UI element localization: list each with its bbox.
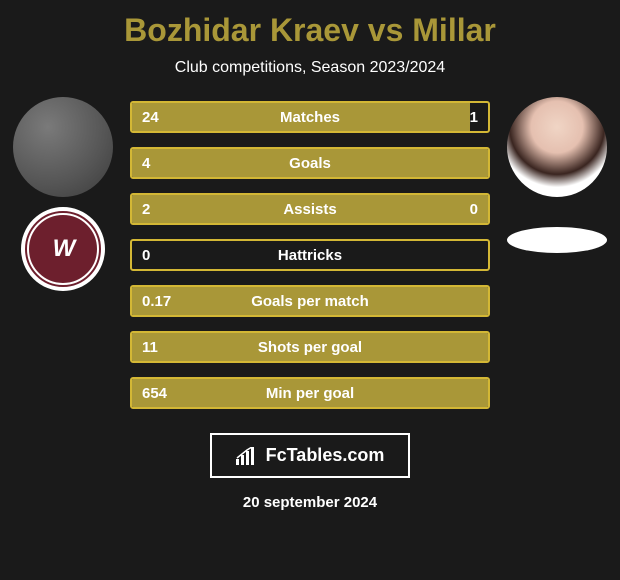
brand-box[interactable]: FcTables.com	[210, 433, 411, 478]
stat-row-goals: 4 Goals	[130, 147, 490, 179]
stats-column: 24 Matches 1 4 Goals 2 Assists 0 0 Hattr…	[130, 97, 490, 409]
brand-name: FcTables.com	[266, 445, 385, 466]
stat-row-goals-per-match: 0.17 Goals per match	[130, 285, 490, 317]
player-right-club-placeholder	[507, 227, 607, 253]
stat-row-matches: 24 Matches 1	[130, 101, 490, 133]
page-subtitle: Club competitions, Season 2023/2024	[175, 59, 445, 77]
player-left-club-badge: W	[21, 207, 105, 291]
player-left-column: W	[8, 97, 118, 409]
player-right-avatar	[507, 97, 607, 197]
player-left-avatar	[13, 97, 113, 197]
stat-label: Goals per match	[132, 293, 488, 310]
stat-label: Hattricks	[132, 247, 488, 264]
stat-row-min-per-goal: 654 Min per goal	[130, 377, 490, 409]
stat-right-value: 0	[470, 201, 478, 218]
stat-right-value: 1	[470, 109, 478, 126]
stat-row-assists: 2 Assists 0	[130, 193, 490, 225]
stat-label: Goals	[132, 155, 488, 172]
stat-row-hattricks: 0 Hattricks	[130, 239, 490, 271]
date-text: 20 september 2024	[243, 494, 377, 511]
stat-label: Assists	[132, 201, 488, 218]
comparison-content: W 24 Matches 1 4 Goals 2 Assists 0 0 Hat…	[0, 97, 620, 409]
stat-row-shots-per-goal: 11 Shots per goal	[130, 331, 490, 363]
club-badge-letters: W	[53, 235, 74, 263]
club-badge-inner: W	[27, 213, 99, 285]
chart-bars-icon	[236, 447, 258, 465]
stat-label: Min per goal	[132, 385, 488, 402]
player-right-column	[502, 97, 612, 409]
stat-label: Shots per goal	[132, 339, 488, 356]
stat-label: Matches	[132, 109, 488, 126]
page-title: Bozhidar Kraev vs Millar	[124, 12, 496, 49]
